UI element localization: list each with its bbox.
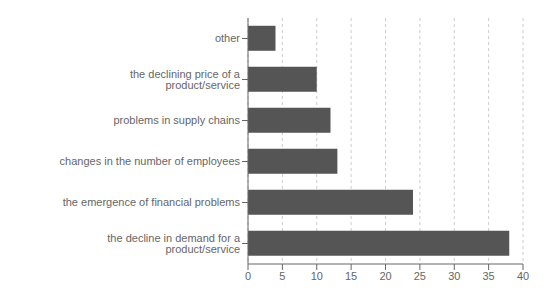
svg-text:the emergence of financial pro: the emergence of financial problems bbox=[63, 196, 241, 208]
svg-text:0: 0 bbox=[245, 270, 251, 282]
svg-text:35: 35 bbox=[483, 270, 495, 282]
svg-text:5: 5 bbox=[279, 270, 285, 282]
svg-text:25: 25 bbox=[414, 270, 426, 282]
svg-text:changes in the number of emplo: changes in the number of employees bbox=[60, 155, 241, 167]
svg-text:the declining price of aproduc: the declining price of aproduct/service bbox=[130, 68, 241, 91]
svg-text:the decline in demand for apro: the decline in demand for aproduct/servi… bbox=[107, 232, 241, 255]
svg-text:problems in supply chains: problems in supply chains bbox=[113, 114, 240, 126]
svg-text:30: 30 bbox=[448, 270, 460, 282]
svg-text:15: 15 bbox=[345, 270, 357, 282]
svg-text:other: other bbox=[215, 32, 240, 44]
svg-text:10: 10 bbox=[311, 270, 323, 282]
svg-text:20: 20 bbox=[379, 270, 391, 282]
svg-text:40: 40 bbox=[517, 270, 529, 282]
